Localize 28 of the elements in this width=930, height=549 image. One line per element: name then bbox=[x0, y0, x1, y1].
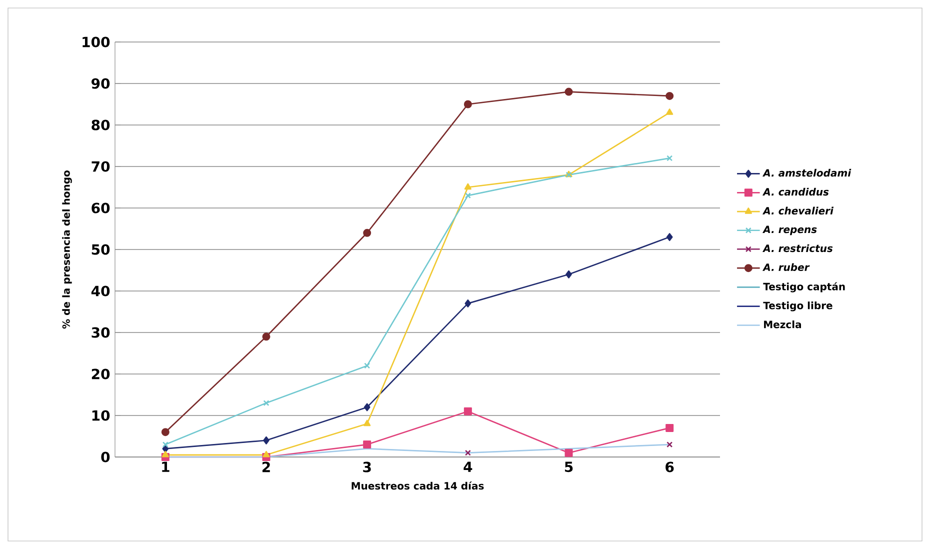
legend-label: A. restrictus bbox=[762, 244, 833, 252]
x-tick-label: 1 bbox=[162, 462, 170, 472]
legend-label: A. amstelodami bbox=[762, 168, 852, 177]
legend-label: Testigo captán bbox=[763, 282, 845, 292]
y-tick-label: 0 bbox=[101, 452, 110, 462]
y-tick-label: 80 bbox=[92, 120, 110, 130]
legend-label: Testigo libre bbox=[763, 302, 832, 312]
x-axis-title: Muestreos cada 14 días bbox=[352, 481, 484, 490]
x-tick-label: 3 bbox=[363, 462, 371, 472]
y-tick-label: 10 bbox=[92, 410, 110, 421]
y-tick-label: 50 bbox=[92, 244, 110, 255]
legend-label: A. candidus bbox=[762, 188, 829, 196]
legend-label: A. ruber bbox=[762, 263, 810, 272]
y-tick-label: 20 bbox=[92, 368, 110, 380]
legend-label: A. repens bbox=[762, 226, 817, 236]
x-tick-label: 6 bbox=[666, 462, 674, 472]
y-tick-label: 70 bbox=[92, 161, 110, 172]
x-tick-label: 4 bbox=[464, 462, 472, 472]
y-tick-label: 90 bbox=[92, 78, 110, 89]
x-tick-label: 5 bbox=[564, 462, 573, 472]
y-tick-label: 30 bbox=[92, 327, 110, 338]
x-tick-label: 2 bbox=[262, 462, 270, 472]
y-axis-title: % de la presencia del hongo bbox=[62, 170, 72, 329]
legend-label: Mezcla bbox=[764, 320, 802, 328]
y-tick-label: 60 bbox=[92, 202, 110, 214]
y-tick-label: 40 bbox=[91, 286, 110, 296]
legend-label: A. chevalieri bbox=[762, 206, 834, 215]
y-tick-label: 100 bbox=[82, 36, 110, 48]
